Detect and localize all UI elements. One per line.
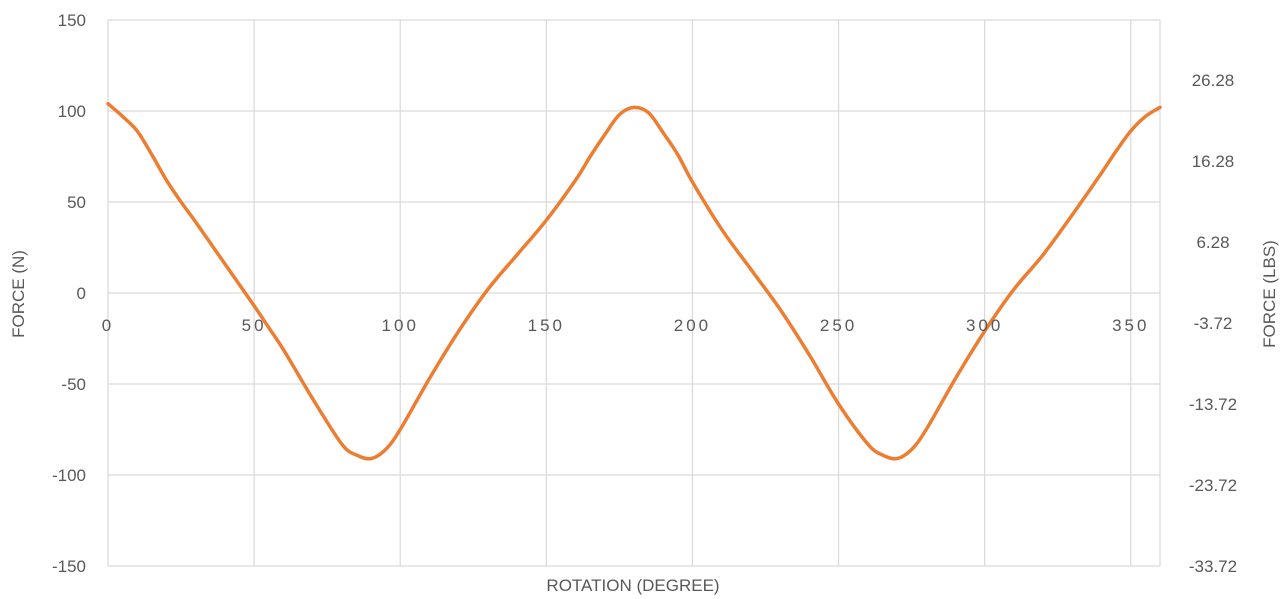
plot-area	[106, 101, 1162, 461]
y2-tick-label: 16.28	[1192, 152, 1235, 171]
y-axis-title: FORCE (N)	[9, 250, 28, 338]
y2-tick-label: -13.72	[1189, 395, 1237, 414]
x-tick-label: 150	[528, 316, 565, 335]
x-axis-title: ROTATION (DEGREE)	[546, 576, 719, 595]
x-tick-label: 250	[820, 316, 857, 335]
x-tick-label: 0	[102, 316, 114, 335]
y-tick-label: 0	[77, 284, 86, 303]
grid-lines	[107, 19, 1161, 567]
x-tick-label: 200	[674, 316, 711, 335]
y-tick-label: 100	[58, 102, 86, 121]
y2-axis-title: FORCE (LBS)	[1260, 240, 1279, 348]
y2-tick-labels: -33.72 -23.72 -13.72 -3.72 6.28 16.28 26.28	[1189, 71, 1237, 576]
y-tick-labels: -150 -100 -50 0 50 100 150	[52, 11, 86, 576]
y2-tick-label: -33.72	[1189, 557, 1237, 576]
x-tick-label: 300	[966, 316, 1003, 335]
y2-tick-label: 26.28	[1192, 71, 1235, 90]
x-tick-label: 100	[382, 316, 419, 335]
y-tick-label: -100	[52, 466, 86, 485]
y-tick-label: -150	[52, 557, 86, 576]
y2-tick-label: 6.28	[1196, 233, 1229, 252]
x-tick-label: 50	[242, 316, 267, 335]
x-tick-labels: 0 50 100 150 200 250 300 350	[102, 316, 1149, 335]
series-line	[106, 101, 1162, 461]
y-tick-label: 150	[58, 11, 86, 30]
y2-tick-label: -23.72	[1189, 476, 1237, 495]
x-tick-label: 350	[1112, 316, 1149, 335]
y2-tick-label: -3.72	[1194, 314, 1233, 333]
y-tick-label: -50	[61, 375, 86, 394]
y-tick-label: 50	[67, 193, 86, 212]
